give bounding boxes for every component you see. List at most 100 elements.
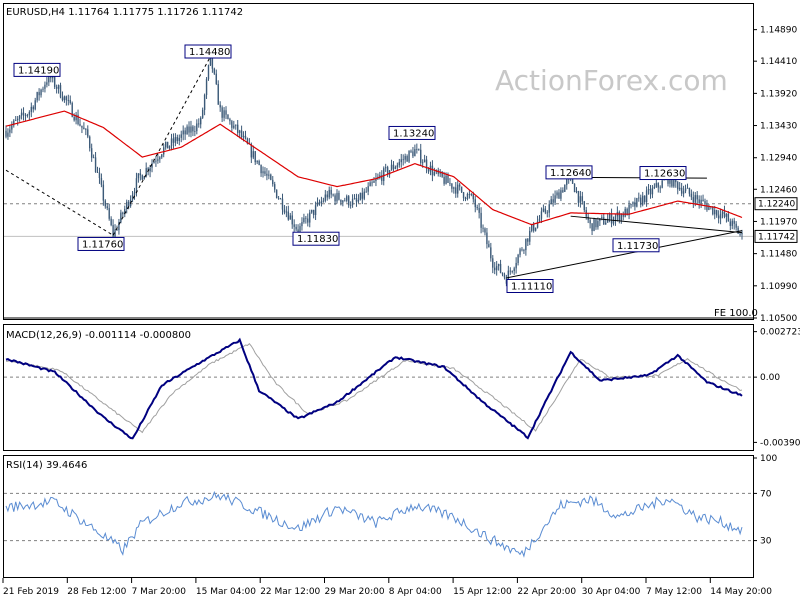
candle bbox=[453, 186, 455, 194]
candle bbox=[90, 143, 93, 162]
candle-body bbox=[412, 151, 414, 157]
candle bbox=[75, 111, 77, 125]
candle-body bbox=[521, 249, 523, 251]
candle-body bbox=[472, 194, 475, 200]
level-tag-frame bbox=[754, 197, 798, 211]
candle bbox=[291, 210, 293, 229]
candle bbox=[657, 182, 659, 193]
candle-body bbox=[219, 104, 221, 108]
candle-body bbox=[394, 167, 397, 169]
candle bbox=[509, 267, 511, 275]
candle-body bbox=[330, 189, 332, 195]
candle bbox=[11, 121, 13, 134]
candle bbox=[392, 161, 395, 172]
candle-body bbox=[449, 182, 451, 184]
candle bbox=[400, 153, 402, 168]
candle-body bbox=[170, 138, 173, 146]
candle-body bbox=[595, 218, 597, 228]
candle bbox=[398, 158, 401, 168]
candle bbox=[640, 194, 642, 208]
candle bbox=[30, 102, 33, 118]
candle-body bbox=[386, 167, 389, 175]
candle-body bbox=[59, 85, 62, 98]
candle bbox=[636, 197, 638, 208]
candle bbox=[373, 177, 375, 184]
candle-body bbox=[396, 165, 399, 168]
candle-body bbox=[700, 199, 702, 204]
candle bbox=[540, 207, 543, 224]
candle-body bbox=[264, 171, 266, 174]
candle-body bbox=[478, 208, 480, 213]
macd-panel-frame bbox=[3, 324, 754, 451]
candle bbox=[513, 266, 515, 275]
candle bbox=[717, 210, 720, 224]
annotation-box: 1.14190 bbox=[13, 62, 61, 77]
candle-body bbox=[89, 136, 91, 149]
candle bbox=[256, 160, 258, 165]
candle bbox=[42, 86, 44, 93]
candle bbox=[486, 227, 488, 249]
candle bbox=[523, 248, 525, 254]
candle bbox=[729, 218, 732, 231]
candle bbox=[548, 200, 550, 218]
rsi-line bbox=[5, 490, 743, 558]
candle-body bbox=[649, 189, 652, 195]
candle-body bbox=[373, 181, 375, 183]
candle-body bbox=[404, 156, 406, 160]
candle-body bbox=[270, 174, 272, 180]
candle bbox=[499, 259, 502, 274]
time-tick-label: 7 May 12:00 bbox=[646, 587, 702, 597]
candle bbox=[318, 199, 321, 206]
candle-body bbox=[723, 211, 726, 217]
candle bbox=[196, 119, 198, 135]
candle-body bbox=[562, 190, 564, 192]
candle bbox=[283, 205, 286, 215]
candle-body bbox=[110, 218, 112, 226]
annotation-frame bbox=[545, 165, 593, 180]
candle bbox=[213, 67, 216, 75]
candle bbox=[353, 194, 356, 200]
current-price-label: 1.11742 bbox=[758, 232, 795, 242]
candle bbox=[227, 114, 229, 120]
candle bbox=[688, 187, 691, 197]
candle bbox=[538, 215, 541, 223]
candle-body bbox=[320, 201, 323, 204]
candle-body bbox=[176, 137, 179, 142]
candle-body bbox=[630, 204, 632, 206]
candle-body bbox=[281, 198, 284, 210]
candle-body bbox=[550, 199, 552, 205]
candle-body bbox=[67, 99, 70, 101]
candle bbox=[262, 166, 264, 178]
candle bbox=[258, 159, 260, 166]
candle bbox=[310, 209, 313, 214]
candle bbox=[106, 203, 108, 211]
candle bbox=[28, 110, 31, 121]
time-tick-label: 28 Feb 12:00 bbox=[67, 587, 126, 597]
candle bbox=[560, 187, 562, 202]
candle-body bbox=[194, 131, 196, 132]
candle-body bbox=[383, 168, 385, 181]
candle bbox=[443, 171, 445, 186]
candle-body bbox=[326, 194, 328, 198]
candle-body bbox=[229, 119, 231, 122]
candle-body bbox=[421, 162, 424, 164]
candle bbox=[562, 187, 564, 193]
candle-body bbox=[712, 206, 714, 215]
candle-body bbox=[573, 183, 576, 193]
candle-body bbox=[673, 177, 675, 187]
candle-body bbox=[694, 195, 696, 203]
candle bbox=[161, 153, 163, 159]
mid-line bbox=[570, 215, 743, 234]
candle bbox=[552, 193, 554, 207]
candle bbox=[630, 203, 632, 209]
candle-body bbox=[470, 194, 473, 195]
candle-body bbox=[719, 213, 722, 219]
time-tick-label: 15 Mar 04:00 bbox=[196, 587, 256, 597]
candle-body bbox=[151, 163, 153, 168]
candle bbox=[577, 190, 580, 207]
candle bbox=[677, 180, 679, 195]
time-tick-label: 21 Feb 2019 bbox=[3, 587, 59, 597]
macd-tick-label: 0.00 bbox=[760, 373, 780, 383]
current-price-frame bbox=[754, 229, 798, 243]
candle-body bbox=[90, 148, 93, 158]
